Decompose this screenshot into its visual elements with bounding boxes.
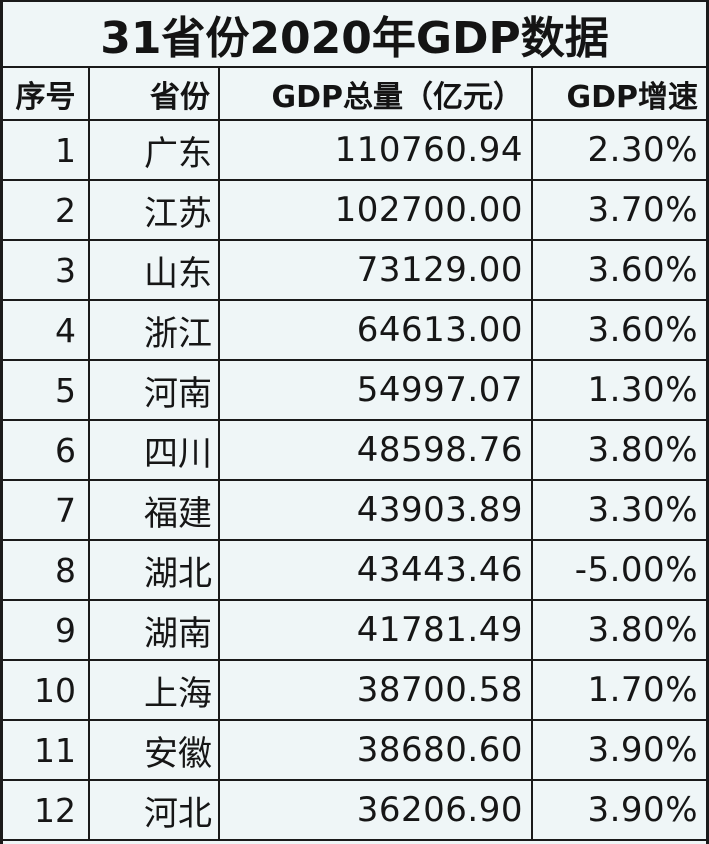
table-title: 31省份2020年GDP数据 [3, 2, 706, 68]
cell-province: 上海 [89, 660, 220, 721]
cell-growth: 3.80% [532, 600, 706, 661]
gdp-table: 序号 省份 GDP总量（亿元） GDP增速 1 广东 110760.94 2.3… [3, 68, 706, 841]
cell-gdp: 73129.00 [219, 240, 533, 301]
column-header-gdp: GDP总量（亿元） [219, 68, 533, 121]
table-row: 3 山东 73129.00 3.60% [3, 240, 706, 301]
cell-growth: 3.30% [532, 480, 706, 541]
header-row: 序号 省份 GDP总量（亿元） GDP增速 [3, 68, 706, 121]
cell-growth: 3.60% [532, 300, 706, 361]
cell-growth: 3.90% [532, 720, 706, 781]
table-row: 12 河北 36206.90 3.90% [3, 780, 706, 841]
table-row: 8 湖北 43443.46 -5.00% [3, 540, 706, 601]
cell-province: 四川 [89, 420, 220, 481]
cell-province: 湖北 [89, 540, 220, 601]
table-row: 1 广东 110760.94 2.30% [3, 120, 706, 181]
table-row: 9 湖南 41781.49 3.80% [3, 600, 706, 661]
cell-index: 5 [3, 360, 90, 421]
table-row: 10 上海 38700.58 1.70% [3, 660, 706, 721]
cell-index: 10 [3, 660, 90, 721]
cell-gdp: 38700.58 [219, 660, 533, 721]
cell-growth: 2.30% [532, 120, 706, 181]
cell-index: 12 [3, 780, 90, 841]
column-header-growth: GDP增速 [532, 68, 706, 121]
cell-index: 1 [3, 120, 90, 181]
cell-province: 广东 [89, 120, 220, 181]
cell-gdp: 102700.00 [219, 180, 533, 241]
cell-gdp: 110760.94 [219, 120, 533, 181]
cell-gdp: 54997.07 [219, 360, 533, 421]
cell-index: 3 [3, 240, 90, 301]
table-row: 5 河南 54997.07 1.30% [3, 360, 706, 421]
cell-province: 浙江 [89, 300, 220, 361]
table-row: 6 四川 48598.76 3.80% [3, 420, 706, 481]
cell-index: 9 [3, 600, 90, 661]
cell-index: 4 [3, 300, 90, 361]
cell-gdp: 41781.49 [219, 600, 533, 661]
cell-province: 河南 [89, 360, 220, 421]
cell-index: 11 [3, 720, 90, 781]
column-header-index: 序号 [3, 68, 90, 121]
cell-growth: -5.00% [532, 540, 706, 601]
cell-index: 8 [3, 540, 90, 601]
cell-gdp: 43443.46 [219, 540, 533, 601]
cell-growth: 3.80% [532, 420, 706, 481]
cell-province: 山东 [89, 240, 220, 301]
cell-gdp: 48598.76 [219, 420, 533, 481]
table-row: 2 江苏 102700.00 3.70% [3, 180, 706, 241]
cell-province: 湖南 [89, 600, 220, 661]
table-row: 11 安徽 38680.60 3.90% [3, 720, 706, 781]
cell-growth: 3.70% [532, 180, 706, 241]
cell-gdp: 64613.00 [219, 300, 533, 361]
table-row: 7 福建 43903.89 3.30% [3, 480, 706, 541]
cell-province: 福建 [89, 480, 220, 541]
column-header-province: 省份 [89, 68, 220, 121]
cell-index: 2 [3, 180, 90, 241]
cell-province: 河北 [89, 780, 220, 841]
cell-province: 安徽 [89, 720, 220, 781]
cell-growth: 1.30% [532, 360, 706, 421]
cell-growth: 1.70% [532, 660, 706, 721]
cell-gdp: 36206.90 [219, 780, 533, 841]
cell-growth: 3.90% [532, 780, 706, 841]
cell-index: 6 [3, 420, 90, 481]
table-row: 4 浙江 64613.00 3.60% [3, 300, 706, 361]
cell-index: 7 [3, 480, 90, 541]
cell-growth: 3.60% [532, 240, 706, 301]
cell-gdp: 43903.89 [219, 480, 533, 541]
cell-province: 江苏 [89, 180, 220, 241]
cell-gdp: 38680.60 [219, 720, 533, 781]
